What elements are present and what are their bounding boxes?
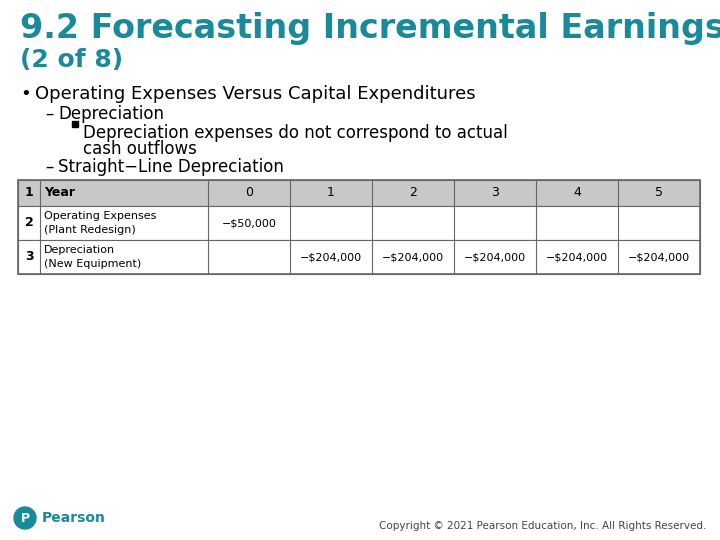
Text: (2 of 8): (2 of 8) xyxy=(20,48,123,72)
Text: 3: 3 xyxy=(491,186,499,199)
Bar xyxy=(72,121,78,127)
Circle shape xyxy=(14,507,36,529)
Text: –: – xyxy=(45,158,53,176)
Text: Depreciation: Depreciation xyxy=(58,105,164,123)
FancyBboxPatch shape xyxy=(18,180,700,206)
Text: Copyright © 2021 Pearson Education, Inc. All Rights Reserved.: Copyright © 2021 Pearson Education, Inc.… xyxy=(379,521,706,531)
Text: Pearson: Pearson xyxy=(42,511,106,525)
Text: 1: 1 xyxy=(24,186,33,199)
Text: P: P xyxy=(20,511,30,524)
Text: −$204,000: −$204,000 xyxy=(546,252,608,262)
Text: (Plant Redesign): (Plant Redesign) xyxy=(44,225,136,235)
Text: −$204,000: −$204,000 xyxy=(300,252,362,262)
Text: –: – xyxy=(45,105,53,123)
Text: 9.2 Forecasting Incremental Earnings: 9.2 Forecasting Incremental Earnings xyxy=(20,12,720,45)
Text: Depreciation: Depreciation xyxy=(44,245,115,255)
Text: 2: 2 xyxy=(24,217,33,230)
Text: 5: 5 xyxy=(655,186,663,199)
Text: 1: 1 xyxy=(327,186,335,199)
Text: (New Equipment): (New Equipment) xyxy=(44,259,141,269)
Text: −$204,000: −$204,000 xyxy=(628,252,690,262)
Text: •: • xyxy=(20,85,31,103)
Text: −$204,000: −$204,000 xyxy=(464,252,526,262)
Text: cash outflows: cash outflows xyxy=(83,140,197,158)
FancyBboxPatch shape xyxy=(18,240,700,274)
Text: Operating Expenses: Operating Expenses xyxy=(44,211,156,221)
Text: Year: Year xyxy=(44,186,75,199)
Text: −$204,000: −$204,000 xyxy=(382,252,444,262)
Text: Straight−Line Depreciation: Straight−Line Depreciation xyxy=(58,158,284,176)
Text: Depreciation expenses do not correspond to actual: Depreciation expenses do not correspond … xyxy=(83,124,508,142)
Text: 2: 2 xyxy=(409,186,417,199)
Text: 4: 4 xyxy=(573,186,581,199)
Text: 3: 3 xyxy=(24,251,33,264)
Text: Operating Expenses Versus Capital Expenditures: Operating Expenses Versus Capital Expend… xyxy=(35,85,476,103)
Text: 0: 0 xyxy=(245,186,253,199)
FancyBboxPatch shape xyxy=(18,206,700,240)
Text: −$50,000: −$50,000 xyxy=(222,218,276,228)
